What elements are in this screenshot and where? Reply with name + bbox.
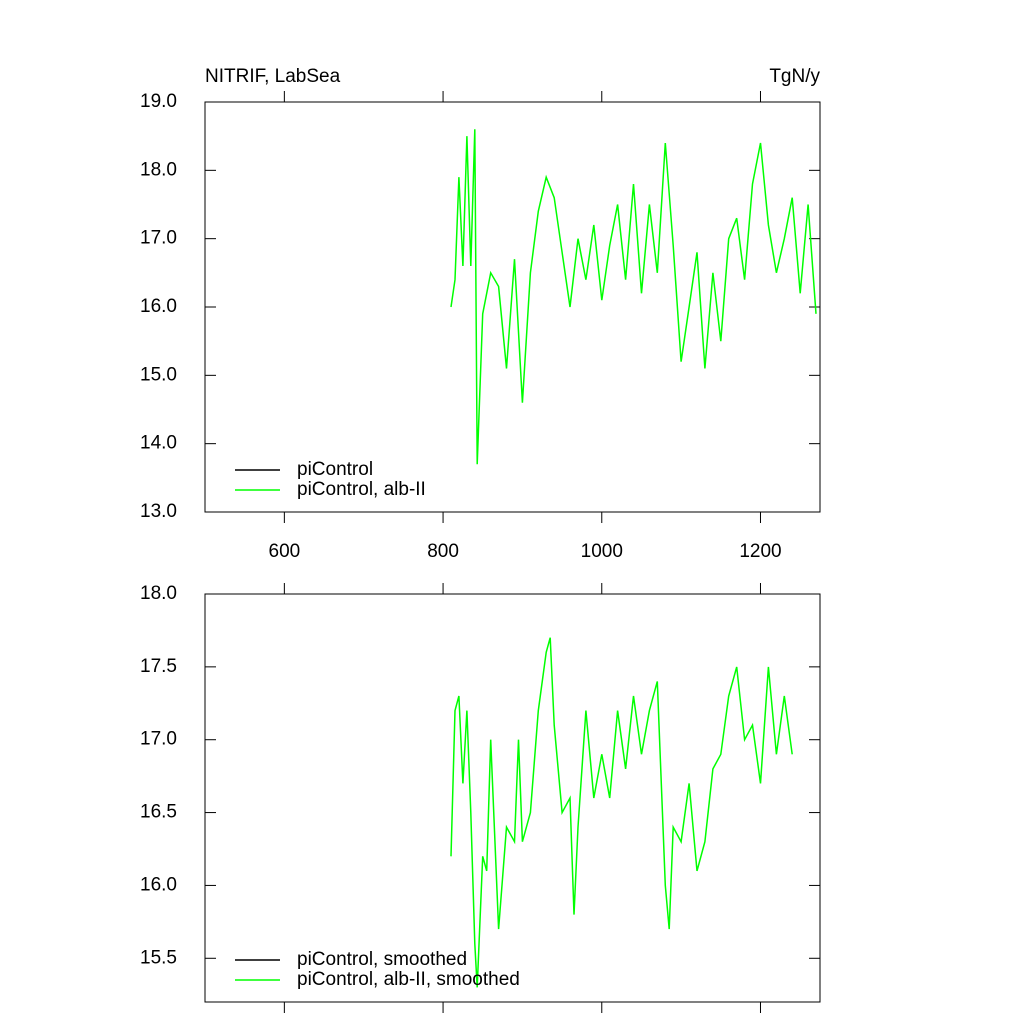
legend-label: piControl, alb-II, smoothed (297, 969, 520, 990)
legend-label: piControl (297, 459, 373, 480)
y-tick-label: 15.5 (140, 947, 177, 968)
y-tick-label: 17.5 (140, 656, 177, 677)
y-tick-label: 18.0 (140, 159, 177, 180)
y-tick-label: 13.0 (140, 501, 177, 522)
y-tick-label: 16.0 (140, 296, 177, 317)
y-tick-label: 19.0 (140, 91, 177, 112)
x-tick-label: 800 (427, 541, 459, 562)
chart-title: NITRIF, LabSea (205, 66, 341, 87)
y-tick-label: 16.0 (140, 874, 177, 895)
units-label: TgN/y (769, 66, 820, 87)
x-tick-label: 1200 (739, 541, 781, 562)
y-tick-label: 16.5 (140, 802, 177, 823)
plot-frame (204, 101, 821, 513)
y-tick-label: 14.0 (140, 433, 177, 454)
data-line (450, 637, 793, 988)
y-tick-label: 15.0 (140, 364, 177, 385)
x-tick-label: 600 (269, 541, 301, 562)
y-tick-label: 17.0 (140, 228, 177, 249)
x-tick-label: 1000 (581, 541, 623, 562)
plot-frame (204, 593, 821, 1003)
y-tick-label: 18.0 (140, 583, 177, 604)
data-line (450, 129, 817, 465)
y-tick-label: 17.0 (140, 729, 177, 750)
legend-label: piControl, alb-II (297, 479, 426, 500)
legend-label: piControl, smoothed (297, 949, 467, 970)
